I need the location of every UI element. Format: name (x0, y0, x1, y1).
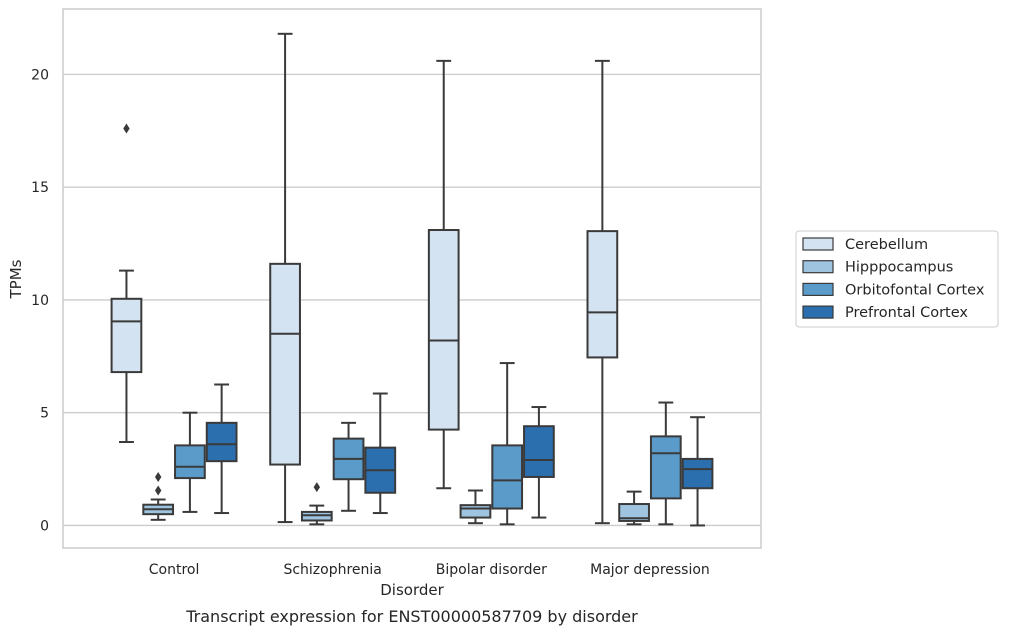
x-tick-labels: Control Schizophrenia Bipolar disorder Majo… (149, 562, 710, 578)
boxes (110, 32, 714, 527)
box-orbitofontal-cortex (491, 362, 524, 526)
legend-label: Orbitofontal Cortex (845, 282, 985, 298)
x-tick-label: Bipolar disorder (436, 562, 547, 578)
legend-label: Hipppocampus (845, 260, 953, 276)
box-cerebellum (586, 59, 619, 525)
box-iqr (205, 421, 238, 463)
x-tick-label: Major depression (590, 562, 710, 578)
box-cerebellum (269, 32, 301, 524)
outlier-point (123, 123, 130, 134)
gridlines (63, 73, 761, 527)
box-iqr (523, 425, 555, 478)
outlier-point (154, 485, 162, 496)
box-iqr (269, 262, 301, 466)
y-tick-label: 10 (31, 293, 49, 309)
box-orbitofontal-cortex (174, 411, 206, 513)
box-iqr (459, 504, 492, 519)
box-cerebellum (110, 123, 143, 444)
legend-label: Cerebellum (845, 237, 928, 253)
x-tick-label: Schizophrenia (283, 562, 381, 578)
box-cerebellum (427, 59, 460, 490)
outlier-point (154, 471, 162, 482)
legend-swatch (802, 260, 834, 274)
box-iqr (491, 444, 524, 510)
y-tick-labels: 0 5 10 15 20 (31, 67, 49, 534)
chart-caption: Transcript expression for ENST0000058770… (185, 607, 638, 626)
y-tick-label: 5 (40, 406, 49, 422)
legend-swatch (802, 305, 834, 319)
box-iqr (618, 503, 650, 522)
box-hipppocampus (459, 489, 492, 525)
box-iqr (174, 444, 206, 480)
y-tick-label: 0 (40, 518, 49, 534)
box-prefrontal-cortex (523, 406, 555, 519)
y-axis-label: TPMs (7, 259, 25, 299)
y-tick-label: 15 (31, 180, 49, 196)
box-iqr (681, 457, 714, 490)
outlier-point (313, 482, 321, 493)
box-prefrontal-cortex (205, 383, 238, 515)
box-hipppocampus (142, 471, 175, 521)
box-iqr (110, 297, 143, 374)
box-iqr (586, 230, 619, 359)
box-prefrontal-cortex (364, 392, 397, 515)
y-tick-label: 20 (31, 67, 49, 83)
legend: Cerebellum Hipppocampus Orbitofontal Corte… (795, 230, 999, 328)
box-iqr (649, 435, 682, 500)
legend-frame (795, 230, 999, 328)
box-iqr (427, 229, 460, 431)
legend-swatch (802, 237, 834, 251)
legend-label: Prefrontal Cortex (845, 305, 968, 321)
plot-frame (62, 8, 762, 549)
box-orbitofontal-cortex (332, 421, 365, 512)
box-orbitofontal-cortex (649, 401, 682, 526)
box-hipppocampus (300, 482, 333, 526)
box-prefrontal-cortex (681, 416, 714, 527)
x-axis-label: Disorder (380, 581, 444, 599)
x-tick-label: Control (149, 562, 200, 578)
legend-swatch (802, 282, 834, 296)
box-hipppocampus (618, 490, 650, 526)
